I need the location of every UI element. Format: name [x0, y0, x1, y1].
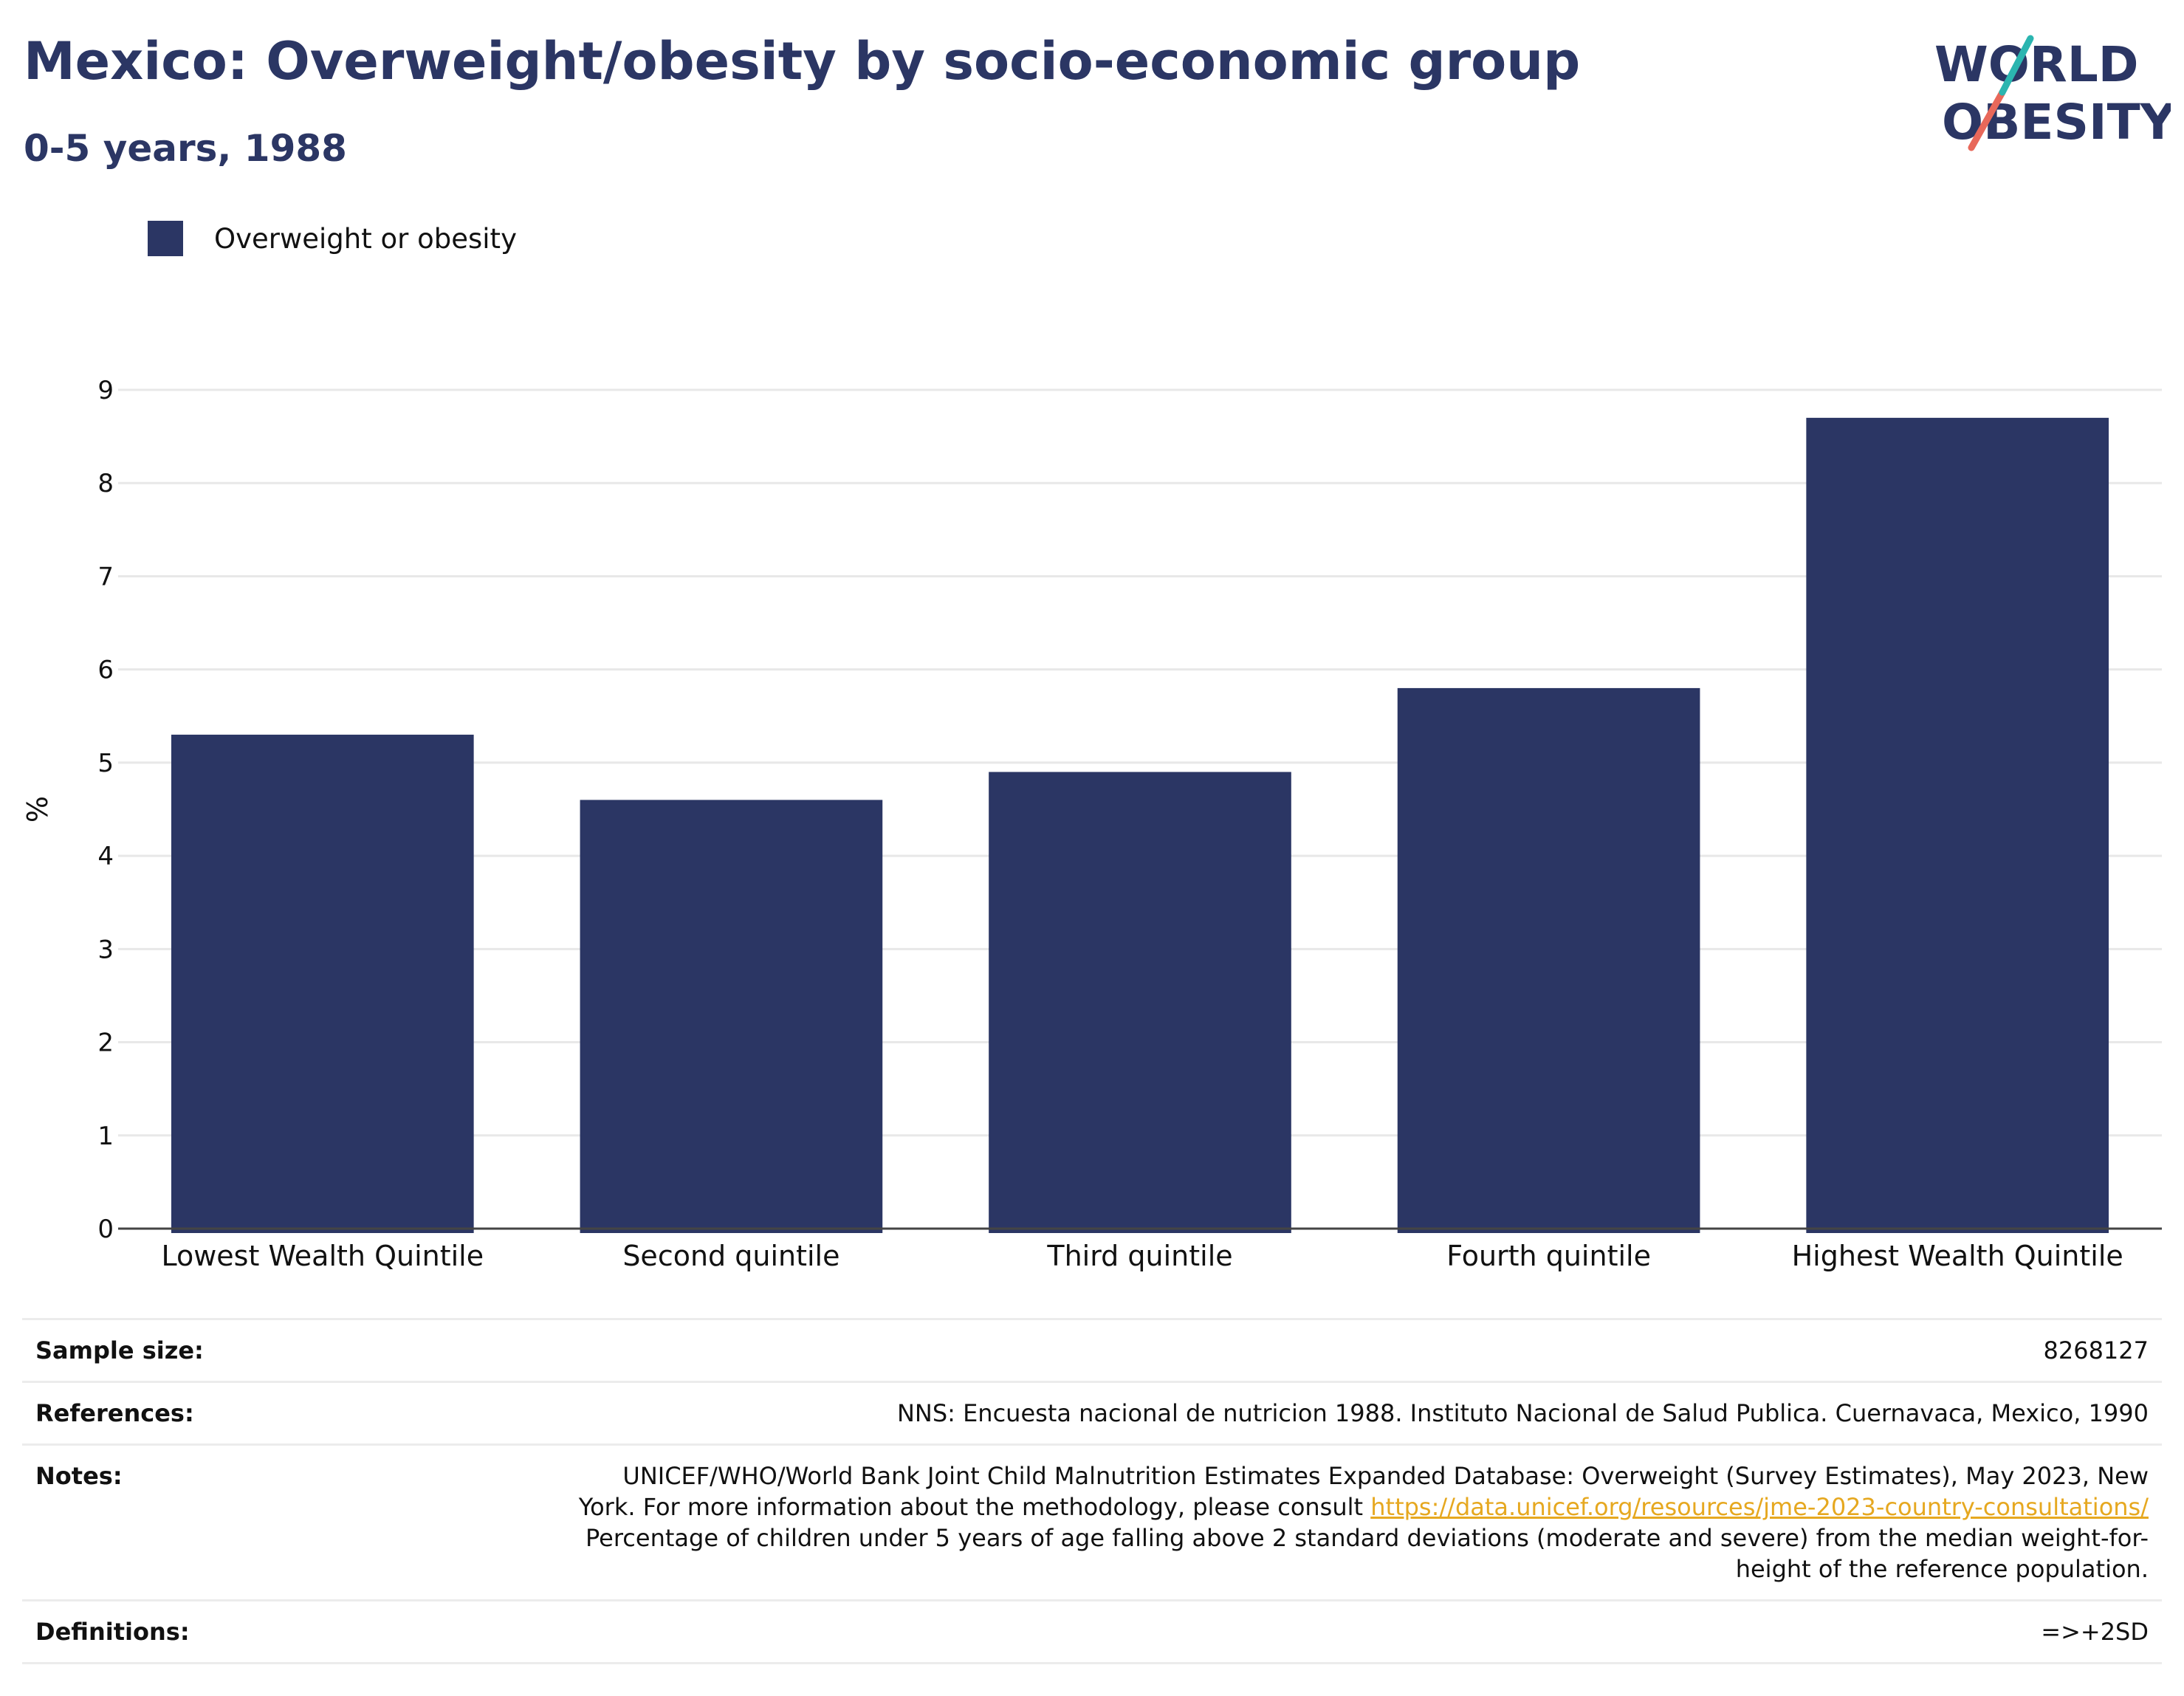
x-tick-label: Highest Wealth Quintile [1792, 1240, 2123, 1272]
x-tick-label: Lowest Wealth Quintile [161, 1240, 484, 1272]
legend: Overweight or obesity [148, 219, 517, 258]
bar [989, 772, 1291, 1233]
x-tick-label: Third quintile [1046, 1240, 1232, 1272]
references-label: References: [35, 1399, 194, 1427]
y-tick-label: 4 [97, 842, 114, 871]
sample-size-value: 8268127 [2043, 1336, 2149, 1364]
y-tick-label: 9 [97, 376, 114, 405]
chart-subtitle: 0-5 years, 1988 [24, 127, 347, 170]
y-tick-label: 6 [97, 656, 114, 685]
notes-value: UNICEF/WHO/World Bank Joint Child Malnut… [569, 1460, 2149, 1585]
bar [171, 735, 474, 1233]
sample-size-label: Sample size: [35, 1336, 204, 1364]
logo-slash-bottom [1968, 89, 2006, 151]
world-obesity-logo: WORLD OBESITY [1934, 35, 2171, 151]
logo-slash-top [1999, 35, 2034, 96]
chart-title: Mexico: Overweight/obesity by socio-econ… [24, 31, 1581, 92]
references-row: References: NNS: Encuesta nacional de nu… [22, 1381, 2162, 1443]
y-tick-label: 7 [97, 562, 114, 591]
bar [580, 800, 883, 1233]
notes-text-2: Percentage of children under 5 years of … [586, 1524, 2149, 1583]
bar [1806, 417, 2109, 1233]
y-tick-label: 8 [97, 469, 114, 498]
x-tick-label: Fourth quintile [1446, 1240, 1651, 1272]
sample-size-row: Sample size: 8268127 [22, 1318, 2162, 1381]
methodology-link[interactable]: https://data.unicef.org/resources/jme-20… [1370, 1493, 2149, 1521]
definitions-label: Definitions: [35, 1618, 190, 1646]
y-tick-label: 5 [97, 749, 114, 778]
notes-row: Notes: UNICEF/WHO/World Bank Joint Child… [22, 1443, 2162, 1599]
logo-line1: WORLD [1934, 36, 2139, 93]
y-tick-label: 3 [97, 935, 114, 964]
y-tick-label: 0 [97, 1215, 114, 1244]
notes-label: Notes: [35, 1462, 123, 1490]
references-value: NNS: Encuesta nacional de nutricion 1988… [896, 1399, 2149, 1427]
legend-label: Overweight or obesity [214, 222, 517, 255]
logo-line2: OBESITY [1942, 94, 2171, 151]
definitions-value: =>+2SD [2041, 1618, 2149, 1646]
legend-swatch [148, 221, 183, 256]
notes-text-1: UNICEF/WHO/World Bank Joint Child Malnut… [578, 1462, 2149, 1521]
definitions-row: Definitions: =>+2SD [22, 1599, 2162, 1664]
bar [1397, 687, 1700, 1233]
x-tick-label: Second quintile [622, 1240, 839, 1272]
y-axis-label: % [21, 796, 54, 823]
y-tick-label: 2 [97, 1029, 114, 1058]
bar-chart: 0 1 2 3 4 5 6 7 8 9% Lowest Wealth Quintile Second … [21, 376, 2162, 1272]
y-tick-label: 1 [97, 1122, 114, 1151]
info-table: Sample size: 8268127 References: NNS: En… [22, 1318, 2162, 1664]
